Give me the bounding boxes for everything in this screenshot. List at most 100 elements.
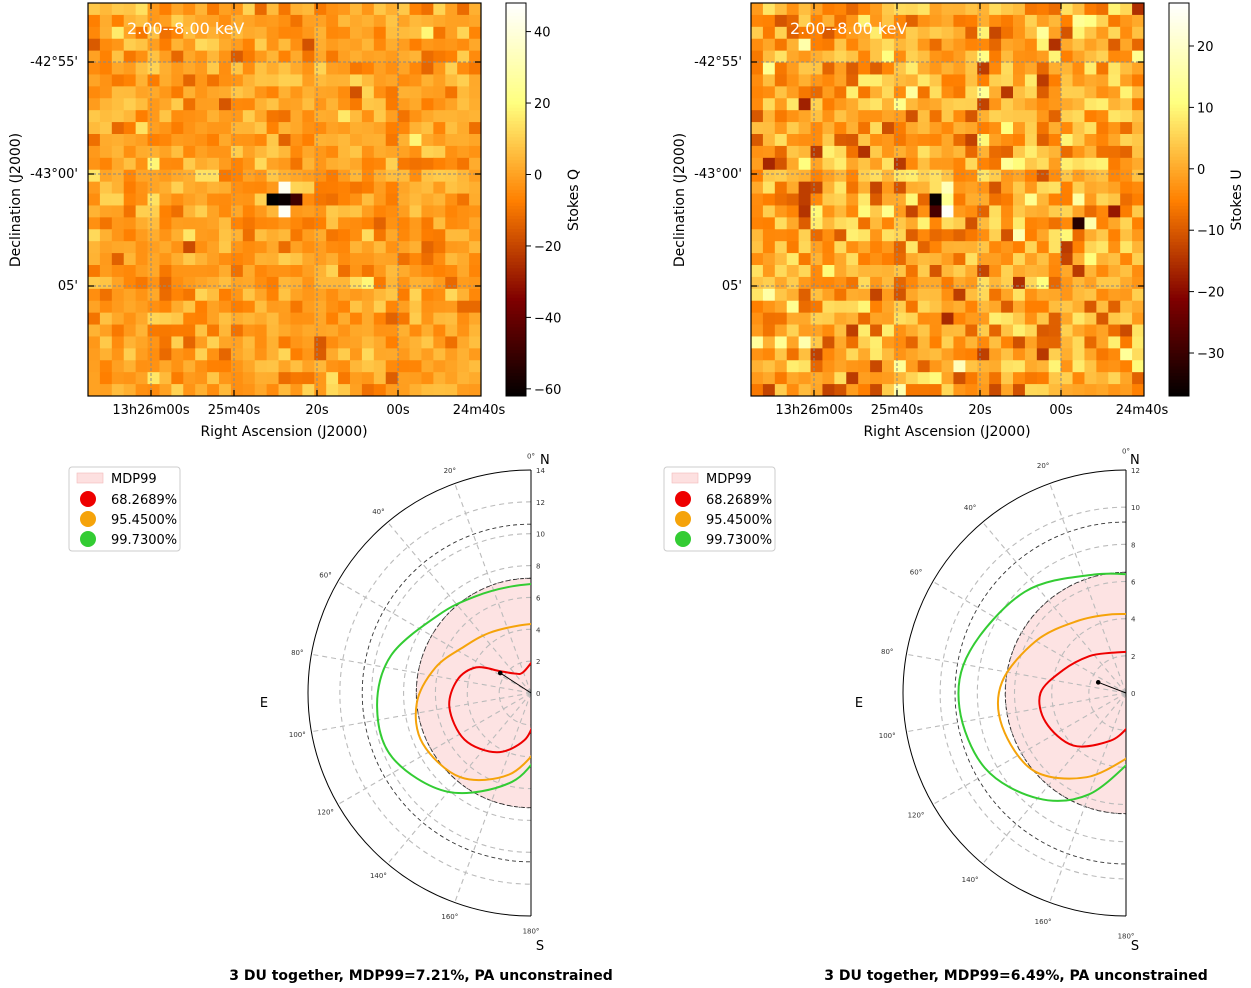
map-pixel (361, 384, 375, 397)
colorbar-segment (1169, 382, 1189, 387)
map-pixel (882, 181, 895, 194)
map-pixel (834, 241, 847, 254)
map-pixel (88, 145, 101, 159)
map-pixel (1096, 26, 1109, 40)
map-pixel (774, 62, 788, 75)
map-pixel (361, 205, 375, 218)
colorbar-segment (506, 143, 526, 148)
map-pixel (254, 26, 268, 40)
map-pixel (786, 288, 800, 302)
colorbar-segment (506, 91, 526, 96)
colorbar-segment (1169, 3, 1189, 7)
map-pixel (798, 253, 811, 266)
map-pixel (445, 300, 458, 314)
colorbar-segment (506, 359, 526, 364)
map-pixel (409, 288, 422, 302)
map-pixel (135, 122, 148, 135)
map-pixel (762, 265, 776, 278)
map-pixel (989, 384, 1002, 397)
map-pixel (433, 38, 446, 52)
map-pixel (230, 122, 244, 135)
map-pixel (207, 3, 220, 16)
map-pixel (1001, 38, 1014, 52)
map-pixel (314, 288, 327, 302)
map-pixel (207, 217, 220, 230)
map-pixel (1001, 193, 1014, 206)
map-pixel (965, 26, 978, 40)
map-pixel (1048, 26, 1062, 40)
map-pixel (219, 3, 232, 16)
map-pixel (111, 110, 125, 123)
radial-tick-label: 10 (536, 531, 545, 539)
map-pixel (1108, 38, 1121, 52)
legend-mdp99-swatch (671, 472, 699, 484)
map-pixel (774, 157, 788, 171)
radial-grid-circle (1051, 618, 1127, 768)
map-pixel (1084, 253, 1097, 266)
map-pixel (385, 14, 399, 28)
map-pixel (338, 74, 351, 87)
map-pixel (254, 288, 268, 302)
map-pixel (786, 217, 800, 230)
map-pixel (207, 98, 220, 111)
map-pixel (290, 229, 303, 242)
colorbar-segment (506, 369, 526, 374)
polar-plot-left-body: 0°20°40°60°80°100°120°140°160°180°141210… (289, 453, 546, 936)
colorbar-segment (506, 209, 526, 214)
colorbar-segment (506, 192, 526, 197)
map-pixel (1072, 181, 1085, 194)
map-pixel (123, 38, 137, 52)
map-pixel (409, 14, 422, 28)
map-pixel (242, 372, 256, 385)
map-pixel (870, 169, 883, 183)
map-pixel (989, 74, 1002, 87)
map-pixel (111, 122, 125, 135)
colorbar-segment (506, 287, 526, 292)
map-pixel (338, 98, 351, 111)
map-pixel (421, 181, 434, 194)
map-pixel (99, 312, 113, 325)
map-pixel (469, 348, 482, 361)
map-pixel (1084, 157, 1097, 171)
map-pixel (941, 86, 954, 99)
map-pixel (822, 98, 835, 111)
map-pixel (989, 372, 1002, 385)
colorbar-segment (506, 19, 526, 24)
map-pixel (810, 217, 823, 230)
map-pixel (183, 312, 196, 325)
map-pixel (326, 38, 339, 52)
map-pixel (433, 110, 446, 123)
map-pixel (858, 181, 871, 194)
map-pixel (159, 74, 172, 87)
map-pixel (409, 300, 422, 314)
map-pixel (159, 169, 172, 183)
map-pixel (846, 62, 859, 75)
map-pixel (762, 253, 776, 266)
map-pixel (893, 74, 907, 87)
map-pixel (929, 62, 942, 75)
map-pixel (882, 324, 895, 337)
map-pixel (977, 3, 990, 16)
map-pixel (219, 193, 232, 206)
map-pixel (361, 110, 375, 123)
map-pixel (302, 169, 315, 183)
map-pixel (786, 324, 800, 337)
map-pixel (135, 217, 148, 230)
map-pixel (219, 348, 232, 361)
map-pixel (929, 384, 942, 397)
map-pixel (457, 62, 470, 75)
map-pixel (302, 253, 315, 266)
map-pixel (219, 300, 232, 314)
map-pixel (469, 134, 482, 147)
map-pixel (1048, 324, 1062, 337)
map-pixel (786, 122, 800, 135)
map-pixel (135, 300, 148, 314)
map-pixel (1072, 229, 1085, 242)
map-pixel (385, 62, 399, 75)
map-pixel (159, 217, 172, 230)
colorbar-segment (1169, 215, 1189, 220)
map-pixel (941, 276, 954, 290)
map-pixel (445, 265, 458, 278)
stokes-q-ytick-label: 05' (58, 279, 78, 294)
